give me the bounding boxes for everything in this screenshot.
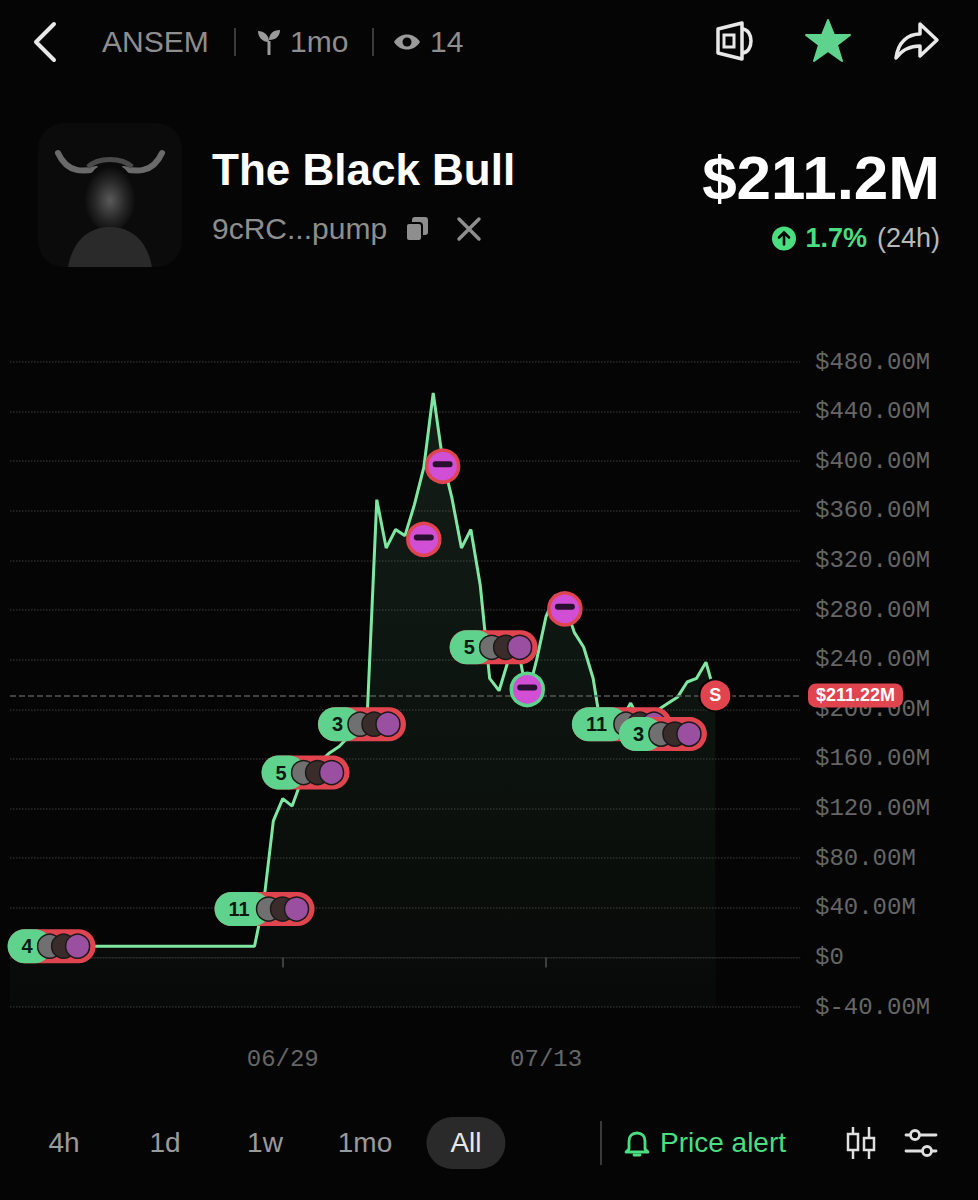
html-text:1w: 1w	[247, 1127, 283, 1158]
svg-text:S: S	[709, 685, 721, 705]
svg-text:3: 3	[633, 723, 644, 745]
html-text:1d: 1d	[149, 1127, 181, 1158]
html-text:The Black Bull: The Black Bull	[212, 145, 516, 194]
svg-text:11: 11	[586, 713, 607, 735]
html-text:1.7% (24h): 1.7% (24h)	[805, 222, 940, 253]
svg-text:$320.00M: $320.00M	[815, 547, 930, 574]
html-text:$211.2M: $211.2M	[702, 143, 940, 212]
svg-text:$80.00M: $80.00M	[815, 845, 916, 872]
svg-text:06/29: 06/29	[247, 1046, 319, 1073]
svg-text:$40.00M: $40.00M	[815, 894, 916, 921]
html-text:4h: 4h	[48, 1127, 80, 1158]
svg-text:$440.00M: $440.00M	[815, 398, 930, 425]
svg-text:$-40.00M: $-40.00M	[815, 994, 930, 1021]
svg-text:$400.00M: $400.00M	[815, 448, 930, 475]
svg-text:$240.00M: $240.00M	[815, 646, 930, 673]
svg-text:4: 4	[22, 935, 34, 957]
html-text:1mo: 1mo	[337, 1127, 393, 1158]
svg-text:$120.00M: $120.00M	[815, 795, 930, 822]
svg-text:11: 11	[229, 898, 250, 920]
svg-text:$0: $0	[815, 944, 844, 971]
html-text:1mo: 1mo	[290, 25, 349, 58]
svg-text:$480.00M: $480.00M	[815, 349, 930, 376]
svg-text:$280.00M: $280.00M	[815, 597, 930, 624]
html-text:ANSEM: ANSEM	[102, 25, 209, 58]
html-text:9cRC...pump: 9cRC...pump	[212, 212, 388, 245]
svg-text:$360.00M: $360.00M	[815, 497, 930, 524]
svg-text:5: 5	[464, 636, 475, 658]
svg-text:$200.00M: $200.00M	[815, 695, 931, 723]
svg-text:$211.22M: $211.22M	[816, 685, 895, 705]
html-text:All: All	[450, 1127, 482, 1158]
html-text:Price alert: Price alert	[660, 1127, 786, 1158]
svg-text:$160.00M: $160.00M	[815, 745, 930, 772]
html-text:14: 14	[430, 25, 464, 58]
svg-text:5: 5	[276, 762, 287, 784]
svg-text:07/13: 07/13	[510, 1046, 582, 1073]
svg-text:3: 3	[332, 713, 343, 735]
